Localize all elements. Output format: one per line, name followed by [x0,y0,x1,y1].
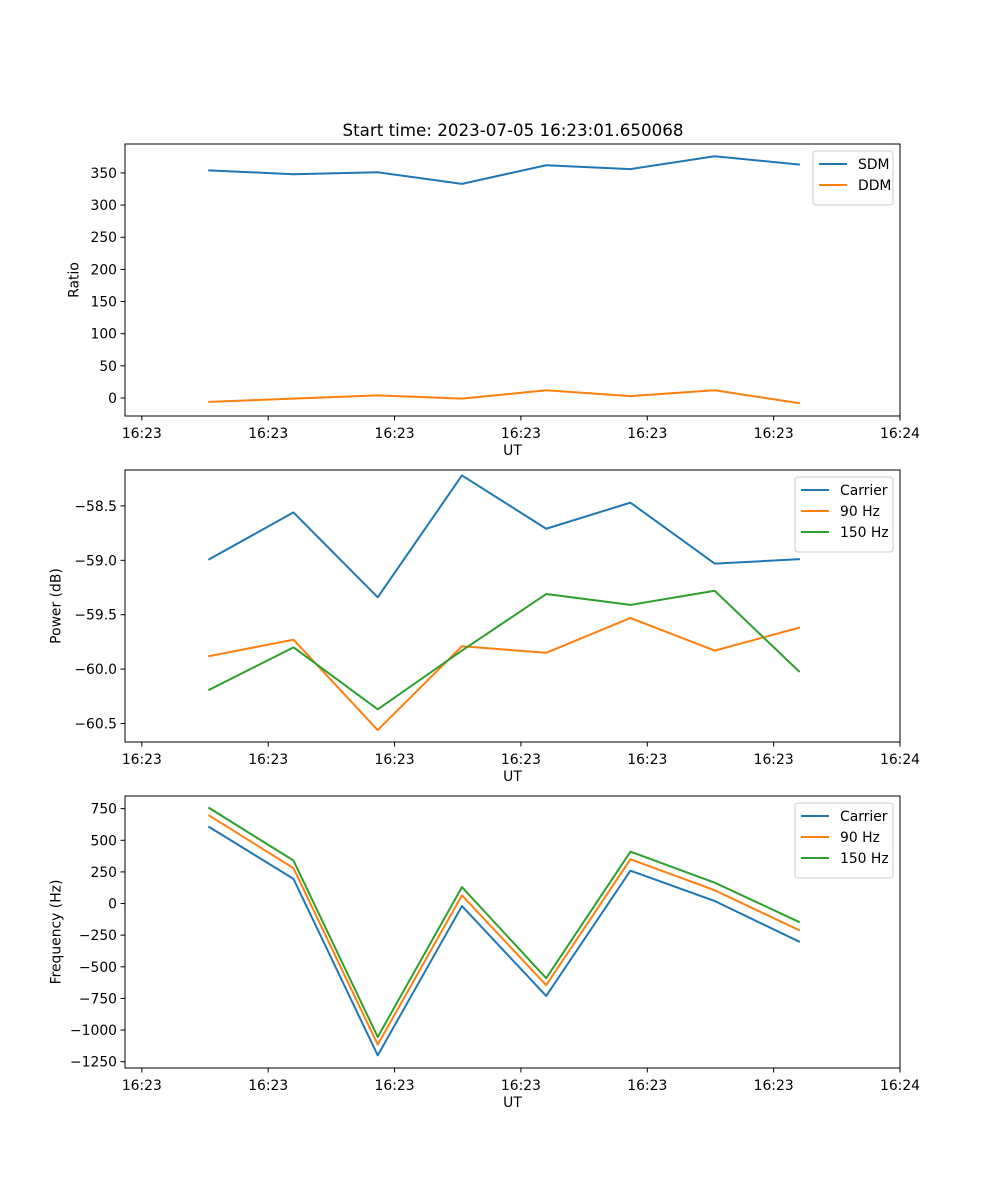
chart-3-legend-label-carrier: Carrier [840,809,888,825]
chart-3-xlabel: UT [503,1095,522,1111]
chart-1-ytick-label: 300 [90,198,117,214]
chart-2-frame [124,469,901,743]
chart-1-ylabel: Ratio [66,262,82,298]
chart-1-frame [124,143,901,417]
chart-2-xtick-label: 16:24 [880,752,920,768]
chart-2-series-carrier-line [207,474,800,599]
chart-2-legend-label-150-hz: 150 Hz [840,525,889,541]
chart-3-legend-label-150-hz: 150 Hz [840,851,889,867]
chart-1-xtick-label: 16:23 [627,426,667,442]
chart-1-legend-label-sdm: SDM [858,157,890,173]
chart-3-ylabel: Frequency (Hz) [49,880,65,985]
chart-2-legend-box [794,476,894,553]
chart-2-xtick-label: 16:23 [627,752,667,768]
chart-3-series-carrier-line [207,825,801,1057]
figure-title: Start time: 2023-07-05 16:23:01.650068 [343,120,684,140]
chart-1-legend-label-ddm: DDM [858,178,891,194]
chart-1-xtick-label: 16:24 [880,426,920,442]
chart-1-ytick-label: 50 [99,359,117,375]
chart-3-ytick-label: 500 [90,833,117,849]
chart-2-ytick-label: −59.5 [74,608,117,624]
chart-3-ytick-label: −750 [79,991,117,1007]
chart-2-series-90-hz-line [208,616,801,732]
chart-2-legend-label-90-hz: 90 Hz [840,504,880,520]
chart-1-xtick-label: 16:23 [501,426,541,442]
chart-3-ytick-label: −500 [79,960,117,976]
chart-3-ytick-label: −1000 [70,1023,117,1039]
chart-2-ytick-label: −59.0 [74,553,117,569]
chart-1-series-sdm-line [208,155,801,185]
chart-2-series-150-hz-line [207,589,801,711]
chart-3-xtick-label: 16:23 [248,1078,288,1094]
chart-3-ytick-label: −250 [79,928,117,944]
chart-3-xtick-label: 16:23 [754,1078,794,1094]
chart-1-series-ddm-line [208,389,801,405]
chart-3-series-150-hz-line [207,806,801,1038]
chart-2-ylabel: Power (dB) [49,568,65,644]
chart-3-ytick-label: −1250 [70,1055,117,1071]
chart-1-xtick-label: 16:23 [248,426,288,442]
chart-2-ytick-label: −60.5 [74,717,117,733]
chart-3-frame [124,795,901,1069]
chart-1: 16:23 16:23 16:23 16:23 16:23 16:23 16:24 0 50 10… [66,143,920,459]
chart-2-ytick-label: −58.5 [74,499,117,515]
chart-3-xtick-label: 16:24 [880,1078,920,1094]
chart-1-ytick-label: 200 [90,262,117,278]
chart-3-ytick-label: 250 [90,865,117,881]
chart-3-xtick-label: 16:23 [375,1078,415,1094]
chart-3: 16:23 16:23 16:23 16:23 16:23 16:23 16:24 −1250… [49,795,920,1111]
chart-2-xtick-label: 16:23 [375,752,415,768]
chart-2-xtick-label: 16:23 [754,752,794,768]
chart-1-ytick-label: 350 [90,166,117,182]
chart-3-legend-box [794,802,894,879]
chart-2-legend-label-carrier: Carrier [840,483,888,499]
chart-2-xtick-label: 16:23 [501,752,541,768]
chart-3-legend-label-90-hz: 90 Hz [840,830,880,846]
chart-2-xlabel: UT [503,769,522,785]
chart-1-ytick-label: 0 [108,391,117,407]
chart-3-legend: Carrier 90 Hz 150 Hz [794,802,894,879]
chart-2-legend: Carrier 90 Hz 150 Hz [794,476,894,553]
chart-3-xtick-label: 16:23 [122,1078,162,1094]
chart-1-xtick-label: 16:23 [754,426,794,442]
chart-1-xtick-label: 16:23 [122,426,162,442]
chart-1-legend: SDM DDM [812,150,894,206]
chart-2-xtick-label: 16:23 [248,752,288,768]
chart-2-xtick-label: 16:23 [122,752,162,768]
chart-1-ytick-label: 100 [90,327,117,343]
chart-3-ytick-label: 750 [90,802,117,818]
chart-1-ytick-label: 250 [90,230,117,246]
chart-1-ytick-label: 150 [90,295,117,311]
chart-1-xlabel: UT [503,443,522,459]
chart-3-ytick-label: 0 [108,897,117,913]
chart-2: 16:23 16:23 16:23 16:23 16:23 16:23 16:24 −60.5… [49,469,920,785]
chart-2-ytick-label: −60.0 [74,662,117,678]
chart-3-series-90-hz-line [207,814,801,1046]
chart-3-xtick-label: 16:23 [501,1078,541,1094]
chart-1-xtick-label: 16:23 [375,426,415,442]
chart-3-xtick-label: 16:23 [627,1078,667,1094]
